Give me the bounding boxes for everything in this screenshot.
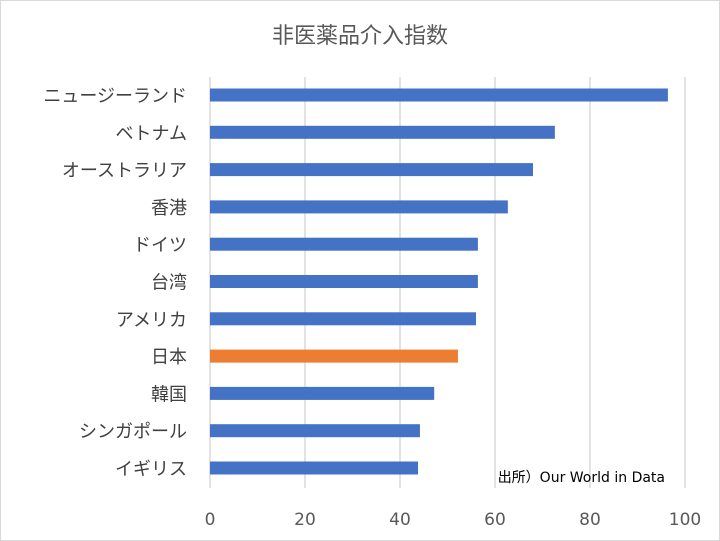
x-tick-label: 60: [484, 510, 506, 530]
x-tick-label: 0: [205, 510, 216, 530]
category-label: 台湾: [151, 273, 187, 294]
category-label: シンガポール: [79, 422, 187, 443]
category-label: 香港: [151, 198, 187, 219]
x-tick-label: 100: [669, 510, 701, 530]
category-label: ドイツ: [133, 235, 187, 256]
bar: [210, 424, 420, 438]
bar: [210, 461, 419, 475]
category-label: ベトナム: [116, 123, 187, 144]
chart-title: 非医薬品介入指数: [272, 24, 448, 49]
bar: [210, 386, 435, 400]
bar: [210, 349, 458, 363]
category-label: ニュージーランド: [43, 86, 187, 107]
bar: [210, 275, 478, 288]
category-label: 韓国: [151, 384, 187, 405]
category-label: イギリス: [115, 459, 187, 480]
bar: [210, 125, 555, 139]
category-label: オーストラリア: [62, 161, 187, 182]
source-annotation: 出所）Our World in Data: [498, 470, 665, 486]
bar: [210, 200, 508, 214]
category-label: 日本: [151, 347, 187, 368]
bar: [210, 88, 668, 102]
x-tick-label: 40: [389, 510, 411, 530]
category-label: アメリカ: [116, 310, 187, 331]
x-tick-label: 20: [294, 510, 316, 530]
x-tick-label: 80: [579, 510, 601, 530]
bar: [210, 163, 533, 177]
bar: [210, 312, 476, 326]
bar: [210, 237, 478, 251]
